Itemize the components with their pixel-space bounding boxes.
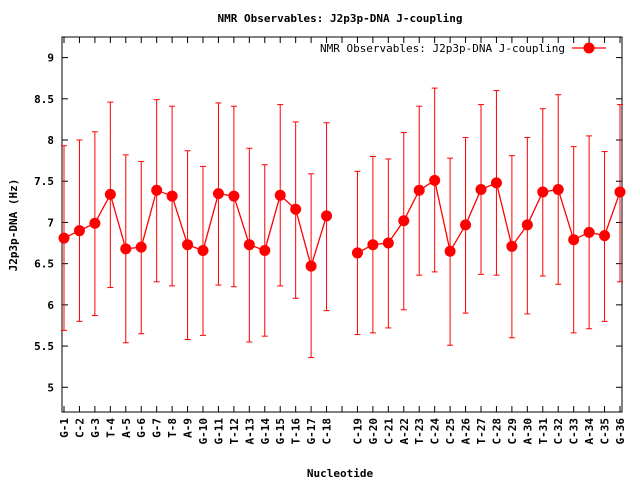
y-tick-label: 5 bbox=[47, 381, 54, 394]
x-tick-label: T-23 bbox=[413, 418, 426, 445]
chart-title: NMR Observables: J2p3p-DNA J-coupling bbox=[217, 12, 462, 25]
data-point bbox=[228, 190, 240, 202]
series-lines bbox=[63, 179, 621, 269]
x-tick-label: C-35 bbox=[599, 418, 612, 445]
x-tick-label: G-6 bbox=[135, 418, 148, 438]
x-tick-label: T-12 bbox=[228, 418, 241, 445]
data-point bbox=[89, 217, 101, 229]
data-point bbox=[73, 225, 85, 237]
data-point bbox=[367, 239, 379, 251]
x-tick-label: A-34 bbox=[583, 418, 596, 445]
data-points bbox=[58, 174, 626, 272]
data-point bbox=[274, 189, 286, 201]
plot-border bbox=[61, 36, 623, 413]
x-tick-label: C-32 bbox=[552, 418, 565, 445]
y-tick-label: 5.5 bbox=[34, 340, 54, 353]
x-tick-label: G-14 bbox=[259, 418, 272, 445]
data-point bbox=[259, 244, 271, 256]
x-tick-label: G-7 bbox=[151, 418, 164, 438]
series-line bbox=[357, 179, 621, 254]
x-tick-label: G-10 bbox=[197, 418, 210, 445]
x-tick-label: A-9 bbox=[182, 418, 195, 438]
data-point bbox=[429, 174, 441, 186]
x-tick-label: G-20 bbox=[367, 418, 380, 445]
x-tick-label: C-25 bbox=[444, 418, 457, 445]
data-point bbox=[460, 219, 472, 231]
error-bars bbox=[61, 87, 623, 359]
data-point bbox=[197, 244, 209, 256]
data-point bbox=[537, 186, 549, 198]
data-point bbox=[104, 188, 116, 200]
data-point bbox=[614, 186, 626, 198]
data-point bbox=[506, 240, 518, 252]
x-tick-label: G-15 bbox=[274, 418, 287, 445]
data-point bbox=[212, 188, 224, 200]
x-tick-label: C-19 bbox=[351, 418, 364, 445]
data-point bbox=[166, 190, 178, 202]
data-point bbox=[413, 184, 425, 196]
data-point bbox=[382, 237, 394, 249]
data-point bbox=[490, 177, 502, 189]
x-tick-label: G-3 bbox=[89, 418, 102, 438]
data-point bbox=[58, 232, 70, 244]
data-point bbox=[398, 215, 410, 227]
x-tick-label: T-31 bbox=[537, 418, 550, 445]
y-tick-label: 6 bbox=[47, 299, 54, 312]
plot-area bbox=[61, 36, 623, 413]
x-tick-label: C-28 bbox=[490, 418, 503, 445]
data-point bbox=[151, 184, 163, 196]
x-tick-label: A-30 bbox=[521, 418, 534, 445]
x-tick-label: C-18 bbox=[321, 418, 334, 445]
y-axis: 5 5.5 6 6.5 7 7.5 8 8.5 9 bbox=[34, 52, 622, 394]
x-tick-label: G-36 bbox=[614, 418, 627, 445]
data-point bbox=[243, 239, 255, 251]
data-point bbox=[521, 219, 533, 231]
y-axis-label: J2p3p-DNA (Hz) bbox=[7, 179, 20, 272]
x-tick-label: C-2 bbox=[73, 418, 86, 438]
x-tick-label: A-22 bbox=[398, 418, 411, 445]
data-point bbox=[583, 226, 595, 238]
x-axis-label: Nucleotide bbox=[307, 467, 374, 480]
x-tick-label: A-26 bbox=[460, 418, 473, 445]
y-tick-label: 8.5 bbox=[34, 93, 54, 106]
x-tick-label: T-8 bbox=[166, 418, 179, 438]
y-tick-label: 7.5 bbox=[34, 175, 54, 188]
y-tick-label: 7 bbox=[47, 216, 54, 229]
x-tick-label: C-24 bbox=[429, 418, 442, 445]
data-point bbox=[321, 210, 333, 222]
x-tick-label: G-11 bbox=[212, 418, 225, 445]
data-point bbox=[182, 239, 194, 251]
x-tick-label: C-29 bbox=[506, 418, 519, 445]
data-point bbox=[351, 247, 363, 259]
data-point bbox=[475, 183, 487, 195]
data-point bbox=[290, 203, 302, 215]
y-tick-label: 6.5 bbox=[34, 258, 54, 271]
x-tick-label: T-16 bbox=[290, 418, 303, 445]
data-point bbox=[120, 243, 132, 255]
data-point bbox=[135, 241, 147, 253]
x-tick-label: A-13 bbox=[243, 418, 256, 445]
x-tick-label: C-33 bbox=[568, 418, 581, 445]
legend: NMR Observables: J2p3p-DNA J-coupling bbox=[320, 42, 606, 55]
data-point bbox=[568, 234, 580, 246]
y-tick-label: 8 bbox=[47, 134, 54, 147]
x-tick-label: G-1 bbox=[58, 418, 71, 438]
data-point bbox=[444, 245, 456, 257]
data-point bbox=[552, 183, 564, 195]
y-tick-label: 9 bbox=[47, 52, 54, 65]
data-point bbox=[599, 230, 611, 242]
legend-marker bbox=[583, 42, 595, 54]
x-tick-label: C-21 bbox=[382, 418, 395, 445]
series-line bbox=[63, 189, 328, 269]
x-axis: G-1 C-2 G-3 T-4 A-5 G-6 G-7 T-8 A-9 G-10 G-11 T-12 A… bbox=[58, 37, 627, 445]
x-tick-label: G-17 bbox=[305, 418, 318, 445]
legend-label: NMR Observables: J2p3p-DNA J-coupling bbox=[320, 42, 565, 55]
data-point bbox=[305, 260, 317, 272]
x-tick-label: T-27 bbox=[475, 418, 488, 445]
x-tick-label: A-5 bbox=[120, 418, 133, 438]
x-tick-label: T-4 bbox=[104, 418, 117, 438]
